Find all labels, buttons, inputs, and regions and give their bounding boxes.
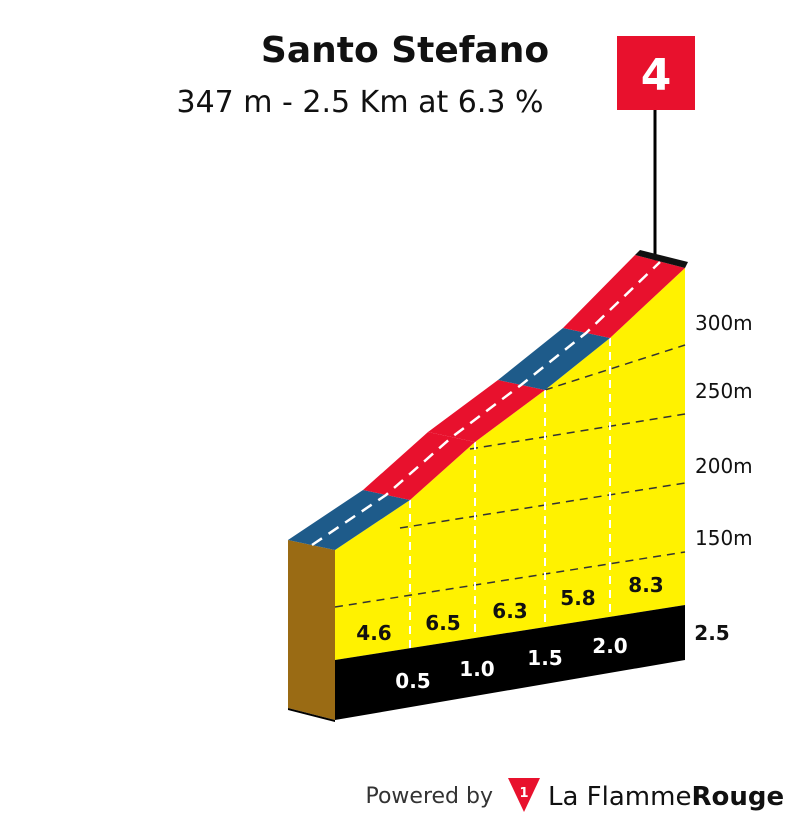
gradient-label: 8.3 — [628, 573, 663, 597]
gradient-label: 5.8 — [560, 586, 595, 610]
altitude-label: 150m — [695, 526, 753, 550]
side-face — [288, 540, 335, 720]
gradient-label: 4.6 — [356, 621, 391, 645]
base — [335, 605, 685, 720]
altitude-label: 200m — [695, 454, 753, 478]
front-face — [335, 268, 685, 660]
title: Santo Stefano — [261, 30, 549, 71]
distance-label: 0.5 — [395, 669, 430, 693]
brand-light: La Flamme — [548, 782, 691, 812]
distance-label: 2.0 — [592, 634, 627, 658]
segment-top — [363, 432, 475, 500]
brand-bold: Rouge — [691, 782, 784, 812]
summit-edge — [635, 250, 688, 268]
flag — [617, 36, 695, 110]
segment-top — [563, 255, 685, 338]
gradient-label: 6.5 — [425, 611, 460, 635]
altitude-label: 300m — [695, 311, 753, 335]
subtitle: 347 m - 2.5 Km at 6.3 % — [176, 85, 543, 120]
powered-by: Powered by — [365, 784, 493, 809]
distance-label: 1.5 — [527, 646, 562, 670]
distance-label: 1.0 — [459, 657, 494, 681]
brand: La FlammeRouge — [548, 782, 784, 812]
km-dividers — [409, 338, 611, 648]
logo-number: 1 — [519, 786, 528, 801]
logo-mark — [508, 778, 540, 812]
flag-number: 4 — [641, 50, 672, 101]
altitude-label: 250m — [695, 379, 753, 403]
grid — [334, 344, 686, 608]
base-side — [288, 708, 335, 722]
gradient-label: 6.3 — [492, 599, 527, 623]
distance-label: 2.5 — [694, 621, 729, 645]
center-line — [311, 261, 661, 547]
